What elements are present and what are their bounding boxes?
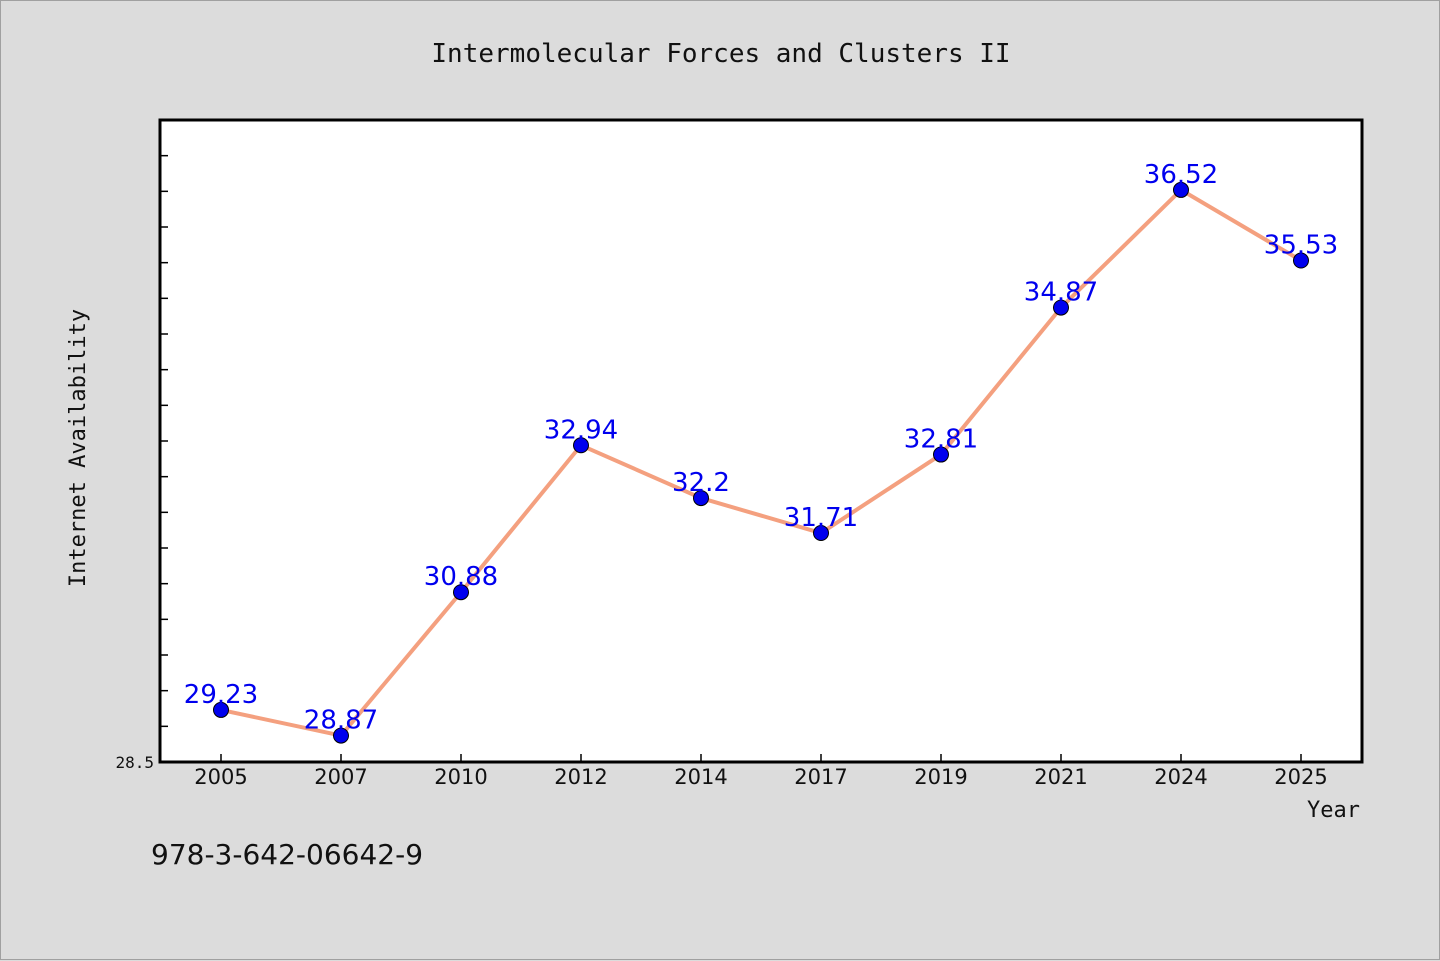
plot-area	[158, 118, 1364, 764]
y-axis-label: Internet Availability	[66, 309, 91, 587]
x-tick-label: 2025	[1274, 765, 1327, 789]
x-tick-label: 2010	[434, 765, 487, 789]
data-point	[1053, 299, 1069, 316]
y-tick-label: 28.5	[115, 753, 154, 772]
data-label: 34.87	[1024, 278, 1098, 308]
data-point	[213, 701, 229, 718]
data-label: 28.87	[304, 706, 378, 736]
data-label: 29.23	[184, 680, 258, 710]
x-tick-label: 2005	[194, 765, 247, 789]
data-point	[1293, 252, 1309, 269]
data-point	[933, 446, 949, 463]
data-label: 32.81	[904, 425, 978, 455]
data-label: 32.94	[544, 415, 618, 445]
x-tick-label: 2021	[1034, 765, 1087, 789]
data-labels-group: 29.23 28.87 30.88 32.94 32.2 31.71 32.81 34.87 3…	[184, 160, 1338, 736]
data-label: 32.2	[672, 468, 730, 498]
data-label: 31.71	[784, 503, 858, 533]
x-tick-label: 2019	[914, 765, 967, 789]
x-tick-label: 2007	[314, 765, 367, 789]
x-tick-label: 2024	[1154, 765, 1207, 789]
data-point	[813, 525, 829, 542]
data-point	[453, 584, 469, 601]
data-point	[573, 437, 589, 454]
x-tick-label: 2012	[554, 765, 607, 789]
series-group	[213, 181, 1309, 744]
x-axis-ticks: 2005 2007 2010 2012 2014 2017 2019 2021 2024 2025	[194, 754, 1328, 789]
data-label: 35.53	[1264, 231, 1338, 261]
data-point	[693, 490, 709, 507]
data-point	[1173, 181, 1189, 198]
isbn-footnote: 978-3-642-06642-9	[151, 838, 423, 871]
chart-title: Intermolecular Forces and Clusters II	[431, 39, 1010, 69]
data-label: 36.52	[1144, 160, 1218, 190]
data-label: 30.88	[424, 562, 498, 592]
series-line	[220, 187, 1303, 738]
x-tick-label: 2017	[794, 765, 847, 789]
y-axis-ticks: 28.5	[115, 119, 168, 772]
x-axis-label: Year	[1307, 798, 1360, 823]
data-point	[333, 727, 349, 744]
x-tick-label: 2014	[674, 765, 727, 789]
